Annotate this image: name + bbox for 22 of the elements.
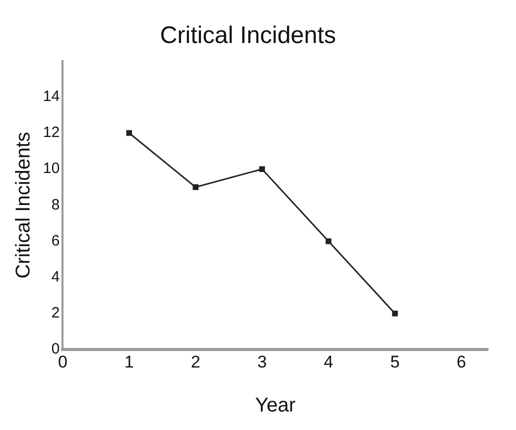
x-tick-label: 1 [124, 352, 134, 372]
y-tick-label: 6 [51, 232, 60, 250]
x-tick-label: 4 [324, 352, 334, 372]
y-tick-label: 0 [51, 340, 60, 358]
y-tick-label: 10 [42, 160, 60, 178]
point [192, 184, 198, 190]
x-tick-label: 5 [390, 352, 400, 372]
y-tick-label: 12 [42, 124, 60, 142]
x-tick-label: 2 [190, 352, 200, 372]
point [392, 310, 398, 316]
x-tick-label: 6 [456, 352, 466, 372]
y-tick-label: 2 [51, 304, 60, 322]
point [126, 130, 132, 136]
point [259, 166, 265, 172]
point [326, 238, 332, 244]
x-tick-label: 3 [257, 352, 267, 372]
y-tick-label: 8 [51, 196, 60, 214]
x-axis-title: Year [255, 394, 296, 417]
y-tick-label: 4 [51, 268, 60, 286]
y-axis-title: Critical Incidents [12, 132, 35, 279]
y-tick-label: 14 [42, 88, 60, 106]
chart-title: Critical Incidents [160, 22, 336, 50]
